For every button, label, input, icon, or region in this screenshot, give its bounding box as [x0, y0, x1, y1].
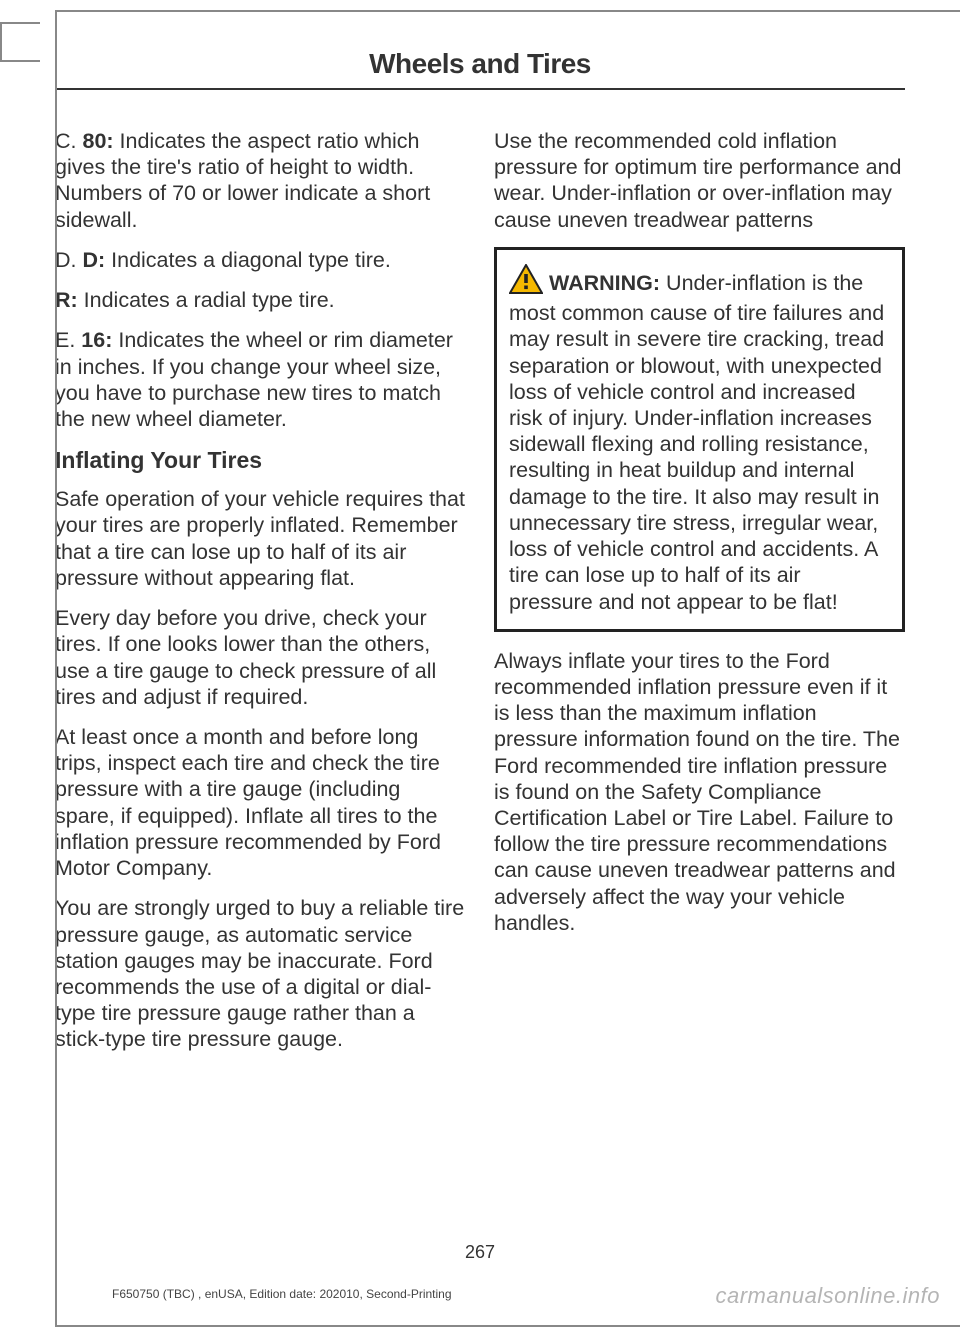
- page-frame: [55, 10, 960, 1327]
- watermark: carmanualsonline.info: [715, 1283, 940, 1309]
- footer-meta: F650750 (TBC) , enUSA, Edition date: 202…: [112, 1287, 452, 1301]
- page-number: 267: [0, 1242, 960, 1263]
- page-tab-notch: [0, 22, 40, 62]
